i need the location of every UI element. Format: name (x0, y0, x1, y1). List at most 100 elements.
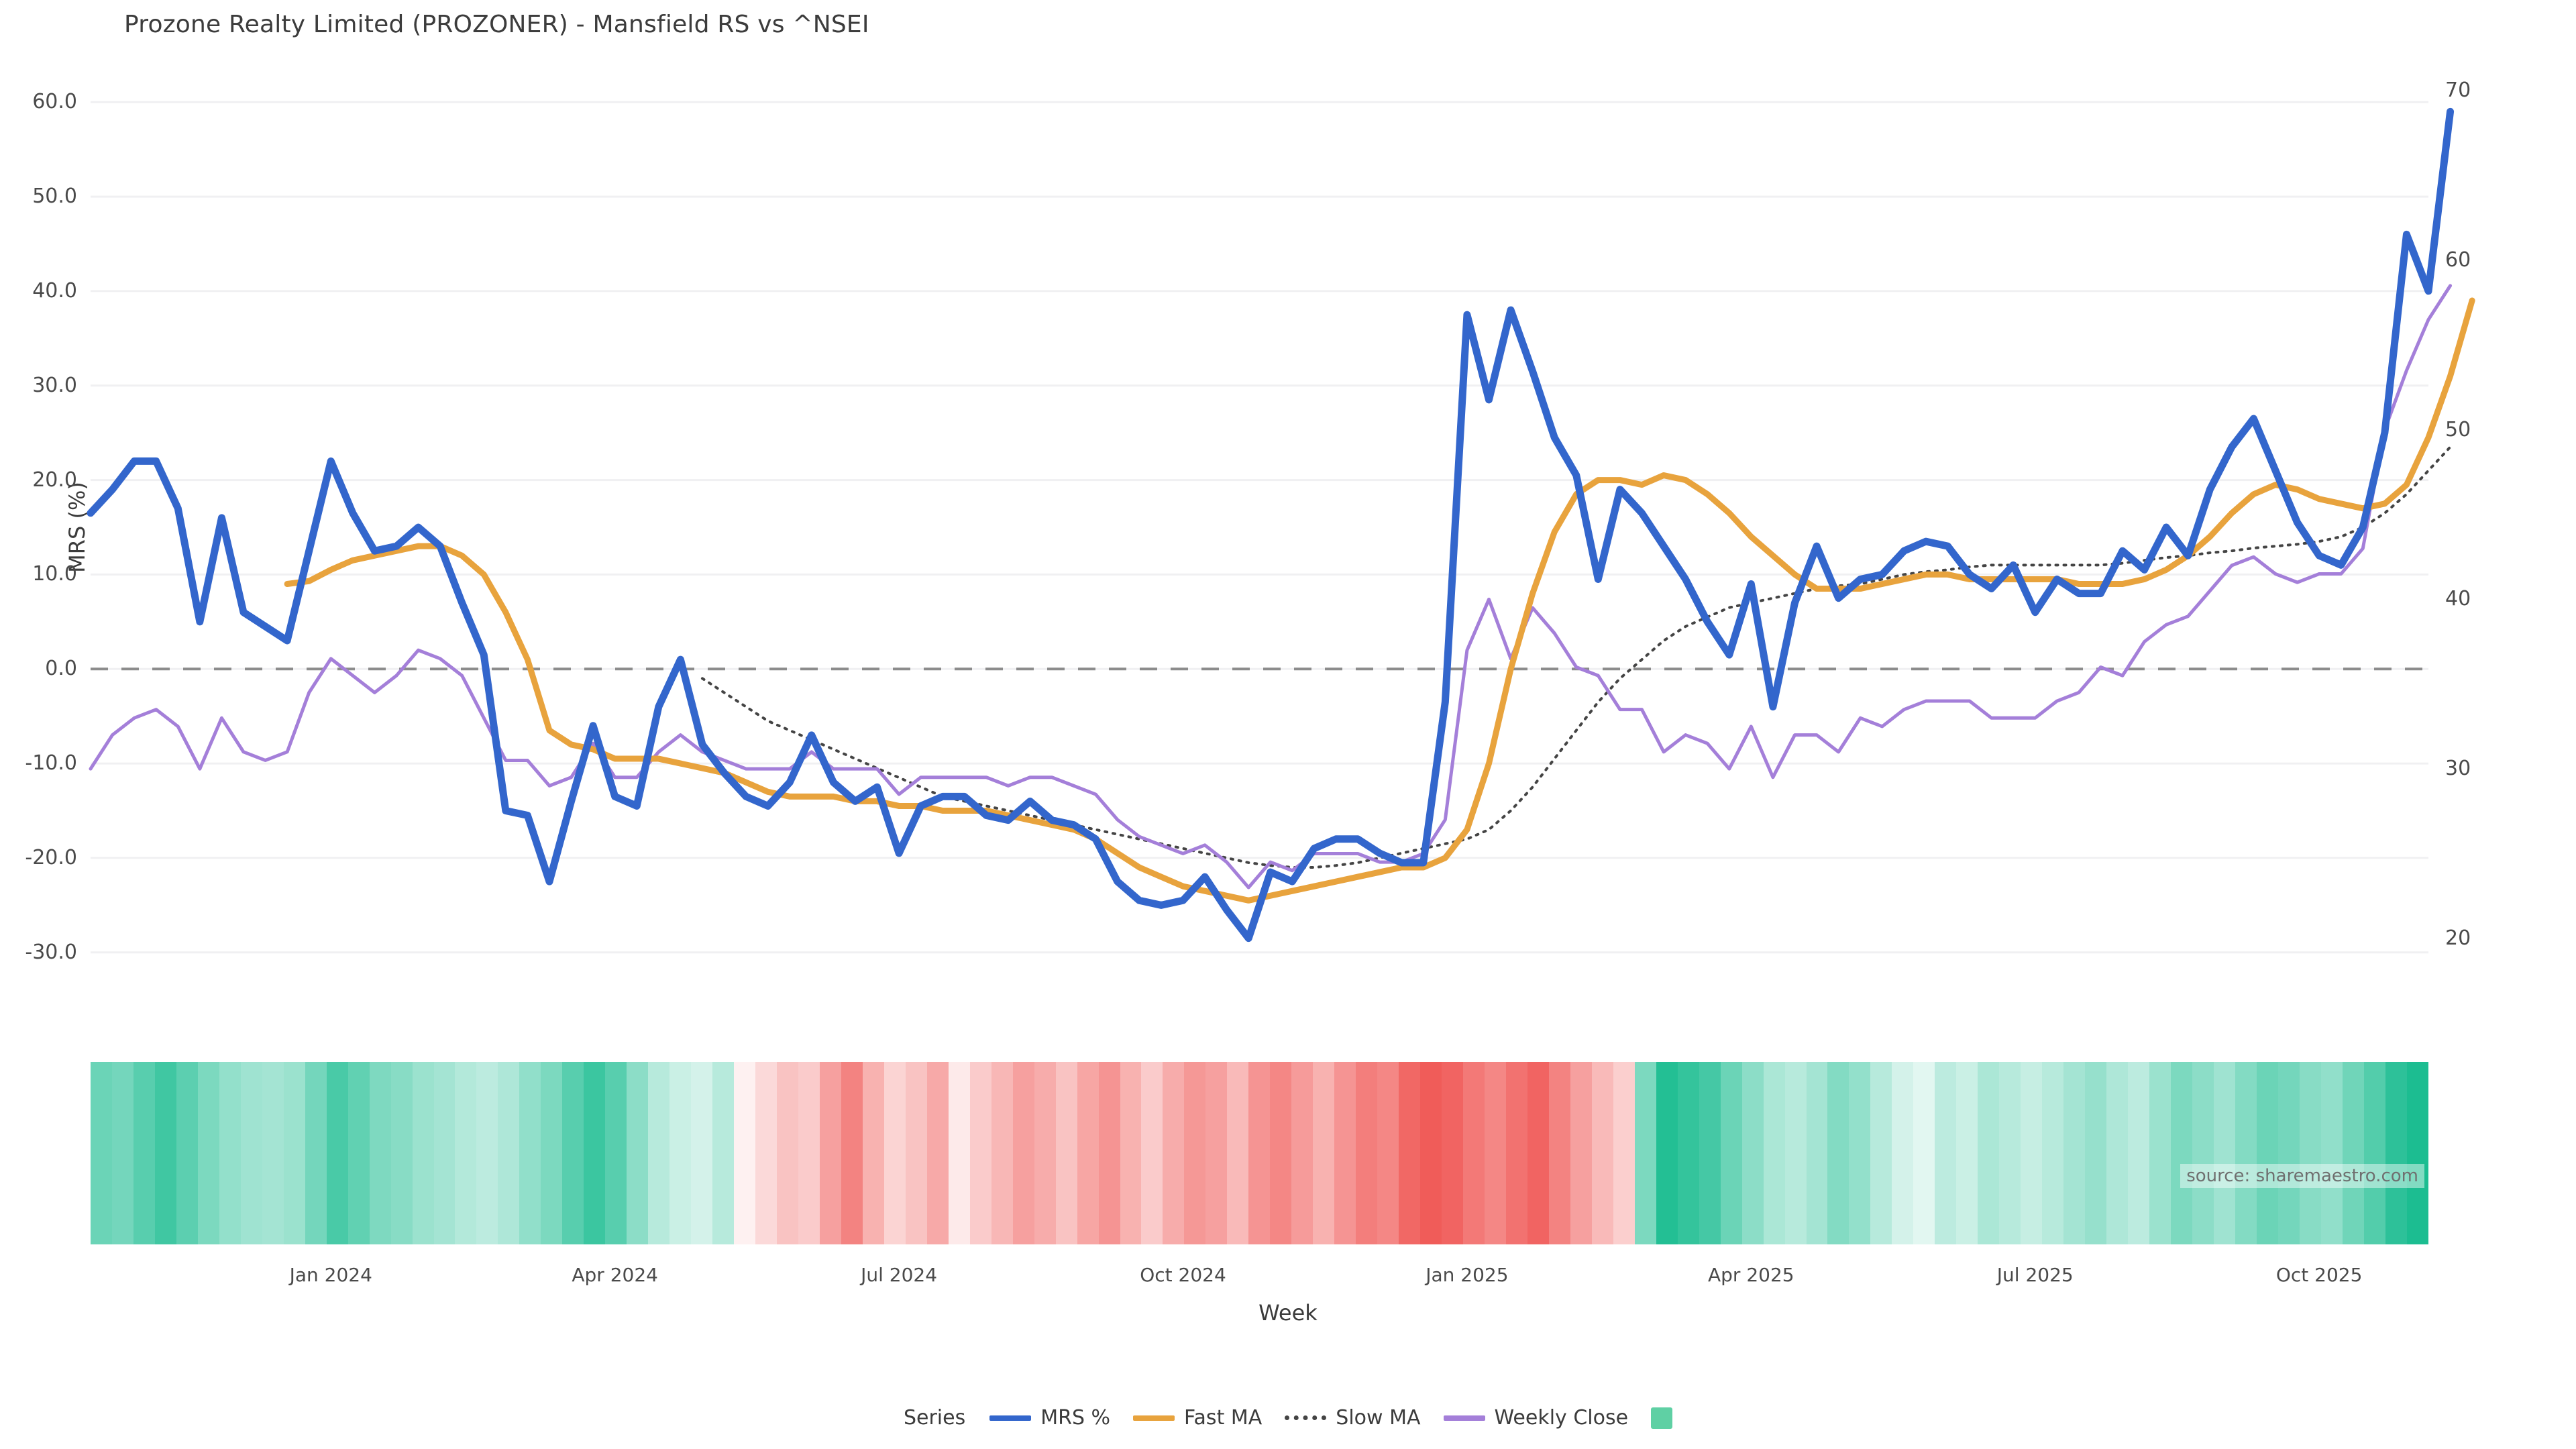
x-axis-tick: Jul 2025 (1996, 1264, 2074, 1286)
y-axis-left-tick: -30.0 (25, 940, 77, 964)
heat-band (1870, 1062, 1892, 1244)
series-line-mrs (87, 107, 2455, 943)
grid-lines (91, 101, 2428, 954)
x-axis-tick: Oct 2024 (1140, 1264, 1226, 1286)
legend-line-icon (1133, 1415, 1175, 1421)
heat-band (1356, 1062, 1378, 1244)
heat-band (2021, 1062, 2043, 1244)
heat-band (1527, 1062, 1549, 1244)
heat-band (1591, 1062, 1613, 1244)
heat-band (1463, 1062, 1485, 1244)
legend-item-label: MRS % (1040, 1406, 1111, 1430)
heat-band (1184, 1062, 1206, 1244)
y-axis-left-label: MRS (%) (64, 482, 90, 573)
y-axis-left-tick: 20.0 (32, 468, 77, 492)
heat-band (283, 1062, 305, 1244)
heat-band (1978, 1062, 2000, 1244)
x-axis-tick: Jan 2024 (289, 1264, 372, 1286)
heat-band (2149, 1062, 2171, 1244)
x-axis-tick: Apr 2024 (572, 1264, 658, 1286)
x-axis-tick: Jan 2025 (1426, 1264, 1509, 1286)
heat-band (1313, 1062, 1335, 1244)
legend-title: Series (903, 1406, 966, 1430)
heat-band (1291, 1062, 1313, 1244)
heat-band (390, 1062, 413, 1244)
legend-line-icon (1443, 1415, 1485, 1421)
heat-band (2256, 1062, 2278, 1244)
legend-item[interactable]: MRS % (989, 1406, 1110, 1430)
heat-band (541, 1062, 563, 1244)
heat-band (1935, 1062, 1957, 1244)
heat-band (905, 1062, 927, 1244)
heat-band (1505, 1062, 1527, 1244)
heat-band (2170, 1062, 2192, 1244)
x-axis-tick: Oct 2025 (2275, 1264, 2363, 1286)
heat-band (819, 1062, 841, 1244)
heat-band (1034, 1062, 1056, 1244)
heat-band (1077, 1062, 1099, 1244)
heat-band (969, 1062, 991, 1244)
legend-item[interactable] (1651, 1407, 1673, 1429)
heat-band (369, 1062, 391, 1244)
heat-band (2385, 1062, 2407, 1244)
heat-band (991, 1062, 1013, 1244)
heat-band (1399, 1062, 1421, 1244)
heat-band (1098, 1062, 1120, 1244)
heat-band (133, 1062, 155, 1244)
heat-band (176, 1062, 198, 1244)
heat-band (476, 1062, 498, 1244)
plot-area: MRS (%) Close (weekly) 60.050.040.030.02… (25, 74, 2475, 981)
series-line-fast-ma (284, 297, 2475, 904)
heat-band (1012, 1062, 1034, 1244)
legend-item[interactable]: Weekly Close (1443, 1406, 1629, 1430)
heat-band (734, 1062, 756, 1244)
heat-band (883, 1062, 906, 1244)
heat-band (2406, 1062, 2428, 1244)
y-axis-left-tick: 10.0 (32, 562, 77, 586)
heat-band (862, 1062, 884, 1244)
heat-band (455, 1062, 477, 1244)
heat-band (1548, 1062, 1570, 1244)
heat-band (926, 1062, 949, 1244)
y-axis-right-tick: 50 (2445, 417, 2471, 441)
heat-band (1892, 1062, 1914, 1244)
y-axis-right-tick: 70 (2445, 78, 2471, 103)
heat-band (91, 1062, 112, 1244)
relative-strength-heat-strip: source: sharemaestro.com (91, 1062, 2428, 1244)
heat-band (2342, 1062, 2364, 1244)
heat-band (262, 1062, 284, 1244)
heat-band (2235, 1062, 2257, 1244)
heat-band (1442, 1062, 1463, 1244)
y-axis-left-tick: -20.0 (25, 845, 77, 869)
page-title: Prozone Realty Limited (PROZONER) - Mans… (124, 11, 869, 38)
y-axis-left-tick: 40.0 (32, 278, 77, 303)
heat-band (798, 1062, 820, 1244)
heat-band (584, 1062, 606, 1244)
heat-band (2042, 1062, 2064, 1244)
heat-band (498, 1062, 520, 1244)
heat-band (219, 1062, 241, 1244)
heat-band (2085, 1062, 2107, 1244)
heat-band (2320, 1062, 2343, 1244)
heat-band (1656, 1062, 1678, 1244)
heat-band (755, 1062, 777, 1244)
heat-band (2277, 1062, 2300, 1244)
series-line-slow-ma (700, 445, 2452, 869)
heat-band (1677, 1062, 1699, 1244)
legend-item-label: Slow MA (1336, 1406, 1421, 1430)
heat-band (2363, 1062, 2385, 1244)
heat-band (1334, 1062, 1356, 1244)
heat-band (2063, 1062, 2086, 1244)
legend-item[interactable]: Fast MA (1133, 1406, 1262, 1430)
legend-item[interactable]: Slow MA (1285, 1406, 1421, 1430)
legend-item-label: Weekly Close (1494, 1406, 1629, 1430)
plot-svg (87, 101, 2475, 954)
y-axis-left-tick: -10.0 (25, 751, 77, 775)
series-line-weekly-close (89, 284, 2453, 890)
heat-band (605, 1062, 627, 1244)
heat-band (326, 1062, 348, 1244)
heat-band (712, 1062, 735, 1244)
heat-band (1205, 1062, 1228, 1244)
heat-band (627, 1062, 649, 1244)
legend-dotted-line-icon (1285, 1415, 1327, 1420)
